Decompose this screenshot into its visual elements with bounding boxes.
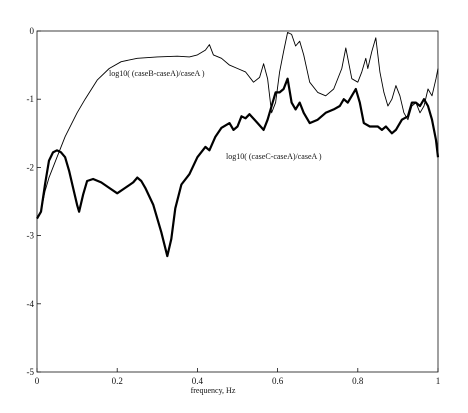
y-tick-label: -2: [27, 162, 35, 172]
y-tick-label: -3: [27, 231, 35, 241]
y-tick-label: -4: [27, 299, 35, 309]
x-tick-label: 0.6: [272, 376, 284, 386]
series-line-caseC: [36, 77, 440, 258]
x-tick-label: 0.8: [352, 376, 364, 386]
y-axis-ticks: 0 -1 -2 -3 -4 -5: [27, 26, 41, 377]
x-axis-ticks: 0 0.2 0.4 0.6 0.8 1: [35, 368, 441, 386]
y-tick-label: -5: [27, 367, 35, 377]
x-tick-label: 0.2: [112, 376, 123, 386]
series-layer: [36, 31, 440, 258]
y-tick-label: 0: [30, 26, 35, 36]
x-tick-label: 0: [35, 376, 40, 386]
annotation-caseB: log10( (caseB-caseA)/caseA ): [109, 69, 205, 78]
y-tick-label: -1: [27, 94, 35, 104]
plot-frame: [36, 30, 439, 373]
x-axis-label: frequency, Hz: [191, 386, 236, 395]
x-tick-label: 0.4: [192, 376, 204, 386]
x-tick-label: 1: [436, 376, 441, 386]
series-line-caseB: [36, 31, 439, 219]
annotation-caseC: log10( (caseC-caseA)/caseA ): [226, 152, 322, 161]
